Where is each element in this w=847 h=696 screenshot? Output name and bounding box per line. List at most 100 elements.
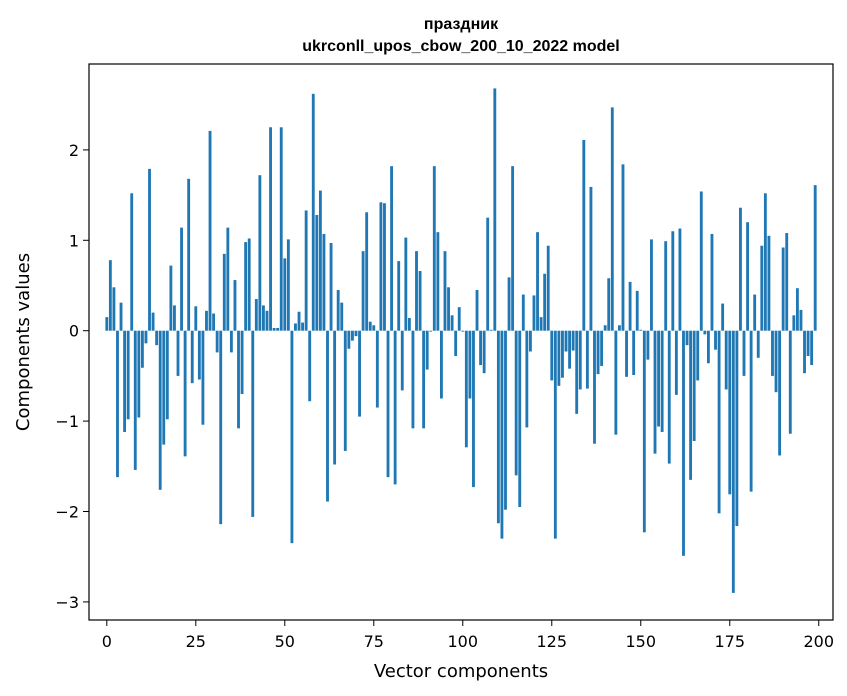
bar-74 xyxy=(368,321,372,331)
x-axis: 0 25 50 75 100 125 150 175 200 xyxy=(102,620,834,651)
bar-122 xyxy=(539,317,543,331)
bar-87 xyxy=(415,251,418,331)
bar-172 xyxy=(717,330,721,514)
bar-39 xyxy=(244,242,248,331)
bar-32 xyxy=(219,330,223,525)
bar-105 xyxy=(479,330,483,366)
bar-59 xyxy=(315,214,319,331)
x-tick-label: 75 xyxy=(364,632,384,651)
bar-184 xyxy=(760,245,764,331)
bar-95 xyxy=(443,251,447,331)
bar-18 xyxy=(169,265,173,331)
bar-109 xyxy=(493,88,497,331)
bar-142 xyxy=(610,107,614,331)
bar-149 xyxy=(635,290,639,331)
bar-78 xyxy=(383,203,386,331)
bar-182 xyxy=(753,294,757,331)
bar-143 xyxy=(614,330,618,435)
bar-57 xyxy=(308,330,312,402)
x-tick-label: 150 xyxy=(625,632,656,651)
y-tick-label: −3 xyxy=(55,593,79,612)
bar-23 xyxy=(187,178,191,331)
bar-101 xyxy=(464,330,468,448)
bar-175 xyxy=(728,330,732,495)
bar-155 xyxy=(657,330,660,427)
bar-190 xyxy=(781,247,785,331)
bar-108 xyxy=(489,329,493,331)
bar-185 xyxy=(763,193,767,331)
bar-163 xyxy=(685,330,689,346)
bar-34 xyxy=(226,227,230,331)
bar-150 xyxy=(639,329,643,331)
bar-70 xyxy=(354,330,358,337)
bar-154 xyxy=(653,330,657,454)
bar-127 xyxy=(557,330,561,386)
bar-37 xyxy=(237,330,240,429)
bar-140 xyxy=(603,325,607,331)
x-tick-label: 0 xyxy=(102,632,112,651)
bar-16 xyxy=(162,330,166,445)
bar-13 xyxy=(151,312,155,331)
bar-174 xyxy=(724,330,728,390)
bar-153 xyxy=(650,239,653,331)
bar-12 xyxy=(148,168,151,331)
bar-94 xyxy=(440,330,443,399)
x-tick-label: 175 xyxy=(714,632,745,651)
bar-24 xyxy=(190,330,194,384)
bar-187 xyxy=(771,330,774,376)
bar-195 xyxy=(799,309,803,331)
bar-54 xyxy=(297,311,301,331)
bar-114 xyxy=(511,166,515,331)
bar-83 xyxy=(400,330,404,391)
y-tick-label: 0 xyxy=(69,322,79,341)
bar-82 xyxy=(397,261,401,331)
bar-198 xyxy=(810,330,814,366)
bar-5 xyxy=(123,330,127,432)
x-tick-label: 125 xyxy=(537,632,568,651)
bar-64 xyxy=(333,330,337,465)
bar-189 xyxy=(778,330,782,456)
bar-86 xyxy=(411,330,415,429)
bar-112 xyxy=(504,330,507,510)
bar-71 xyxy=(358,330,361,417)
bar-29 xyxy=(208,130,212,331)
bar-146 xyxy=(625,330,628,377)
bar-115 xyxy=(514,330,518,476)
bar-167 xyxy=(699,191,703,331)
bar-132 xyxy=(575,330,579,414)
bar-192 xyxy=(788,330,792,434)
bar-160 xyxy=(674,330,678,395)
bar-144 xyxy=(617,325,621,331)
bar-4 xyxy=(119,302,123,331)
y-axis: −3 −2 −1 0 1 2 xyxy=(55,141,89,612)
bar-161 xyxy=(678,228,682,331)
bar-30 xyxy=(212,313,216,331)
bar-1 xyxy=(108,260,112,331)
bar-79 xyxy=(386,330,390,478)
bar-46 xyxy=(269,127,272,331)
y-tick-label: 1 xyxy=(69,231,79,250)
bar-81 xyxy=(393,330,397,485)
bar-100 xyxy=(461,330,465,332)
bar-49 xyxy=(279,127,283,331)
y-axis-label: Components values xyxy=(13,253,34,431)
bar-36 xyxy=(233,280,237,331)
bar-199 xyxy=(813,185,817,331)
x-axis-label: Vector components xyxy=(374,661,548,682)
bar-135 xyxy=(585,330,589,389)
bar-194 xyxy=(795,288,799,331)
bar-61 xyxy=(322,233,326,331)
bar-119 xyxy=(528,330,532,352)
bar-76 xyxy=(375,330,379,408)
bar-173 xyxy=(721,303,725,331)
bar-113 xyxy=(507,277,511,331)
bar-193 xyxy=(792,315,796,331)
bar-138 xyxy=(596,330,600,375)
bar-8 xyxy=(133,330,137,470)
bar-169 xyxy=(706,330,710,364)
bar-90 xyxy=(425,330,429,370)
bar-91 xyxy=(429,330,433,332)
bar-99 xyxy=(457,307,461,331)
bar-157 xyxy=(664,241,668,331)
